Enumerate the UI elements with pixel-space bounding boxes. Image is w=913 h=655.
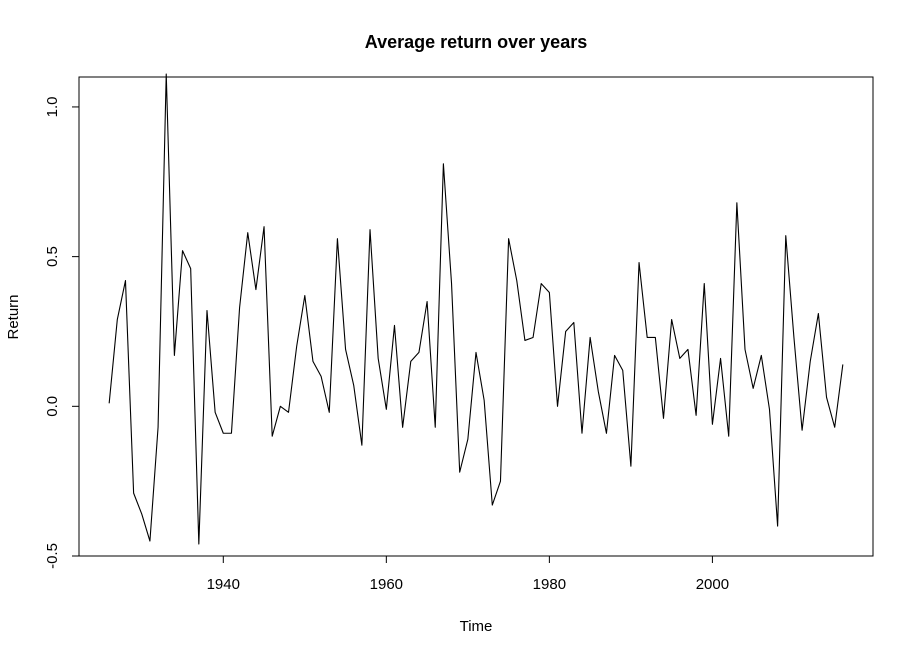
series-line [108, 73, 844, 545]
chart-title: Average return over years [365, 32, 587, 52]
x-axis: 1940 1960 1980 2000 [207, 555, 729, 593]
x-axis-label: Time [460, 618, 493, 635]
x-tick-label: 1960 [370, 576, 403, 593]
y-tick-label: -0.5 [44, 543, 61, 569]
x-tick-label: 2000 [696, 576, 729, 593]
x-tick-label: 1940 [207, 576, 240, 593]
y-tick-label: 1.0 [44, 97, 61, 118]
y-tick-label: 0.5 [44, 246, 61, 267]
plot-frame [78, 76, 874, 557]
y-axis: -0.5 0.0 0.5 1.0 [44, 97, 80, 569]
y-axis-label: Return [5, 294, 22, 339]
y-tick-label: 0.0 [44, 396, 61, 417]
x-tick-label: 1980 [533, 576, 566, 593]
